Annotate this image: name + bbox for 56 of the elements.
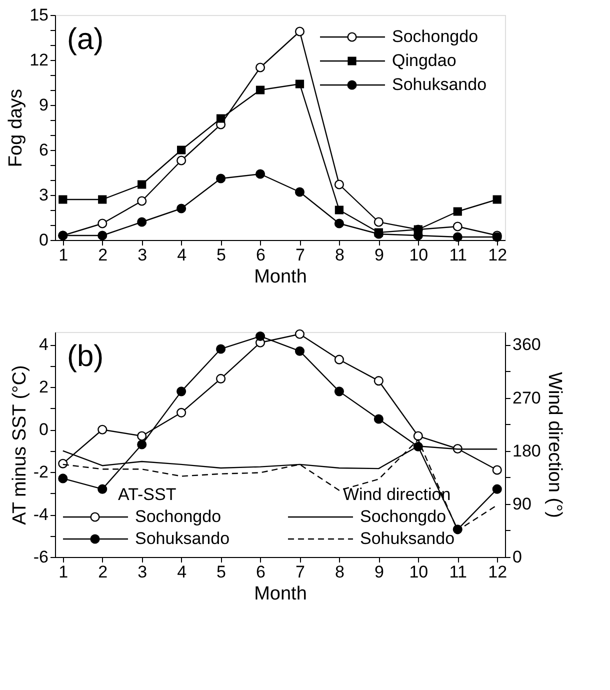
y-tick-label: 6 bbox=[39, 140, 48, 160]
y-tick-label: 2 bbox=[39, 378, 48, 397]
y-tick-label: -6 bbox=[33, 548, 48, 566]
x-tick-label: 7 bbox=[296, 562, 305, 582]
legend-label: Sochongdo bbox=[135, 507, 222, 526]
y2-tick-label: 270 bbox=[512, 388, 541, 408]
y2-tick-label: 90 bbox=[512, 494, 532, 514]
y-axis-title: AT minus SST (°C) bbox=[9, 365, 30, 525]
y2-tick-label: 0 bbox=[512, 548, 522, 566]
y-tick-label: 4 bbox=[39, 335, 48, 354]
x-tick-label: 9 bbox=[374, 562, 384, 582]
y-tick-label: 0 bbox=[39, 230, 48, 250]
x-tick-label: 10 bbox=[409, 246, 428, 264]
y2-axis-title: Wind direction (°) bbox=[544, 372, 565, 518]
y-tick-label: -2 bbox=[33, 462, 48, 482]
x-tick-label: 3 bbox=[138, 562, 148, 582]
x-tick-label: 9 bbox=[374, 246, 384, 264]
y-tick-label: 0 bbox=[39, 420, 48, 440]
x-tick-label: 8 bbox=[334, 246, 344, 264]
x-tick-label: 3 bbox=[138, 246, 148, 264]
y-tick-label: 3 bbox=[39, 186, 48, 204]
x-axis-title: Month bbox=[254, 266, 307, 288]
legend-label: Sohuksando bbox=[135, 529, 230, 548]
x-tick-label: 1 bbox=[58, 246, 68, 264]
legend-label: Sohuksando bbox=[392, 75, 487, 94]
x-tick-label: 5 bbox=[216, 246, 226, 264]
x-tick-label: 11 bbox=[449, 562, 467, 582]
x-tick-label: 2 bbox=[98, 562, 108, 582]
x-tick-label: 1 bbox=[58, 562, 68, 582]
x-tick-label: 4 bbox=[177, 562, 187, 582]
legend-label: Sochongdo bbox=[360, 507, 446, 526]
x-tick-label: 2 bbox=[98, 246, 108, 264]
annotation: AT-SST bbox=[118, 485, 176, 504]
y-tick-label: 9 bbox=[39, 96, 48, 114]
x-tick-label: 12 bbox=[488, 562, 508, 582]
x-tick-label: 5 bbox=[216, 562, 226, 582]
x-tick-label: 10 bbox=[409, 562, 428, 582]
x-tick-label: 11 bbox=[449, 246, 467, 264]
y-tick-label: 12 bbox=[30, 50, 48, 70]
annotation: (b) bbox=[67, 340, 104, 373]
y-tick-label: -4 bbox=[33, 505, 48, 524]
x-tick-label: 7 bbox=[296, 246, 305, 264]
x-tick-label: 12 bbox=[488, 246, 508, 264]
legend-label: Sochongdo bbox=[392, 27, 478, 46]
legend-label: Qingdao bbox=[392, 51, 456, 70]
x-tick-label: 4 bbox=[177, 246, 187, 264]
y-tick-label: 15 bbox=[30, 6, 48, 24]
legend-label: Sohuksando bbox=[360, 529, 455, 548]
x-tick-label: 8 bbox=[334, 562, 344, 582]
y2-tick-label: 180 bbox=[512, 441, 541, 460]
x-tick-label: 6 bbox=[256, 562, 266, 582]
x-axis-title: Month bbox=[254, 584, 307, 604]
y2-tick-label: 360 bbox=[512, 335, 541, 354]
x-tick-label: 6 bbox=[256, 246, 266, 264]
annotation: (a) bbox=[67, 23, 104, 56]
y-axis-title: Fog days bbox=[6, 88, 27, 168]
